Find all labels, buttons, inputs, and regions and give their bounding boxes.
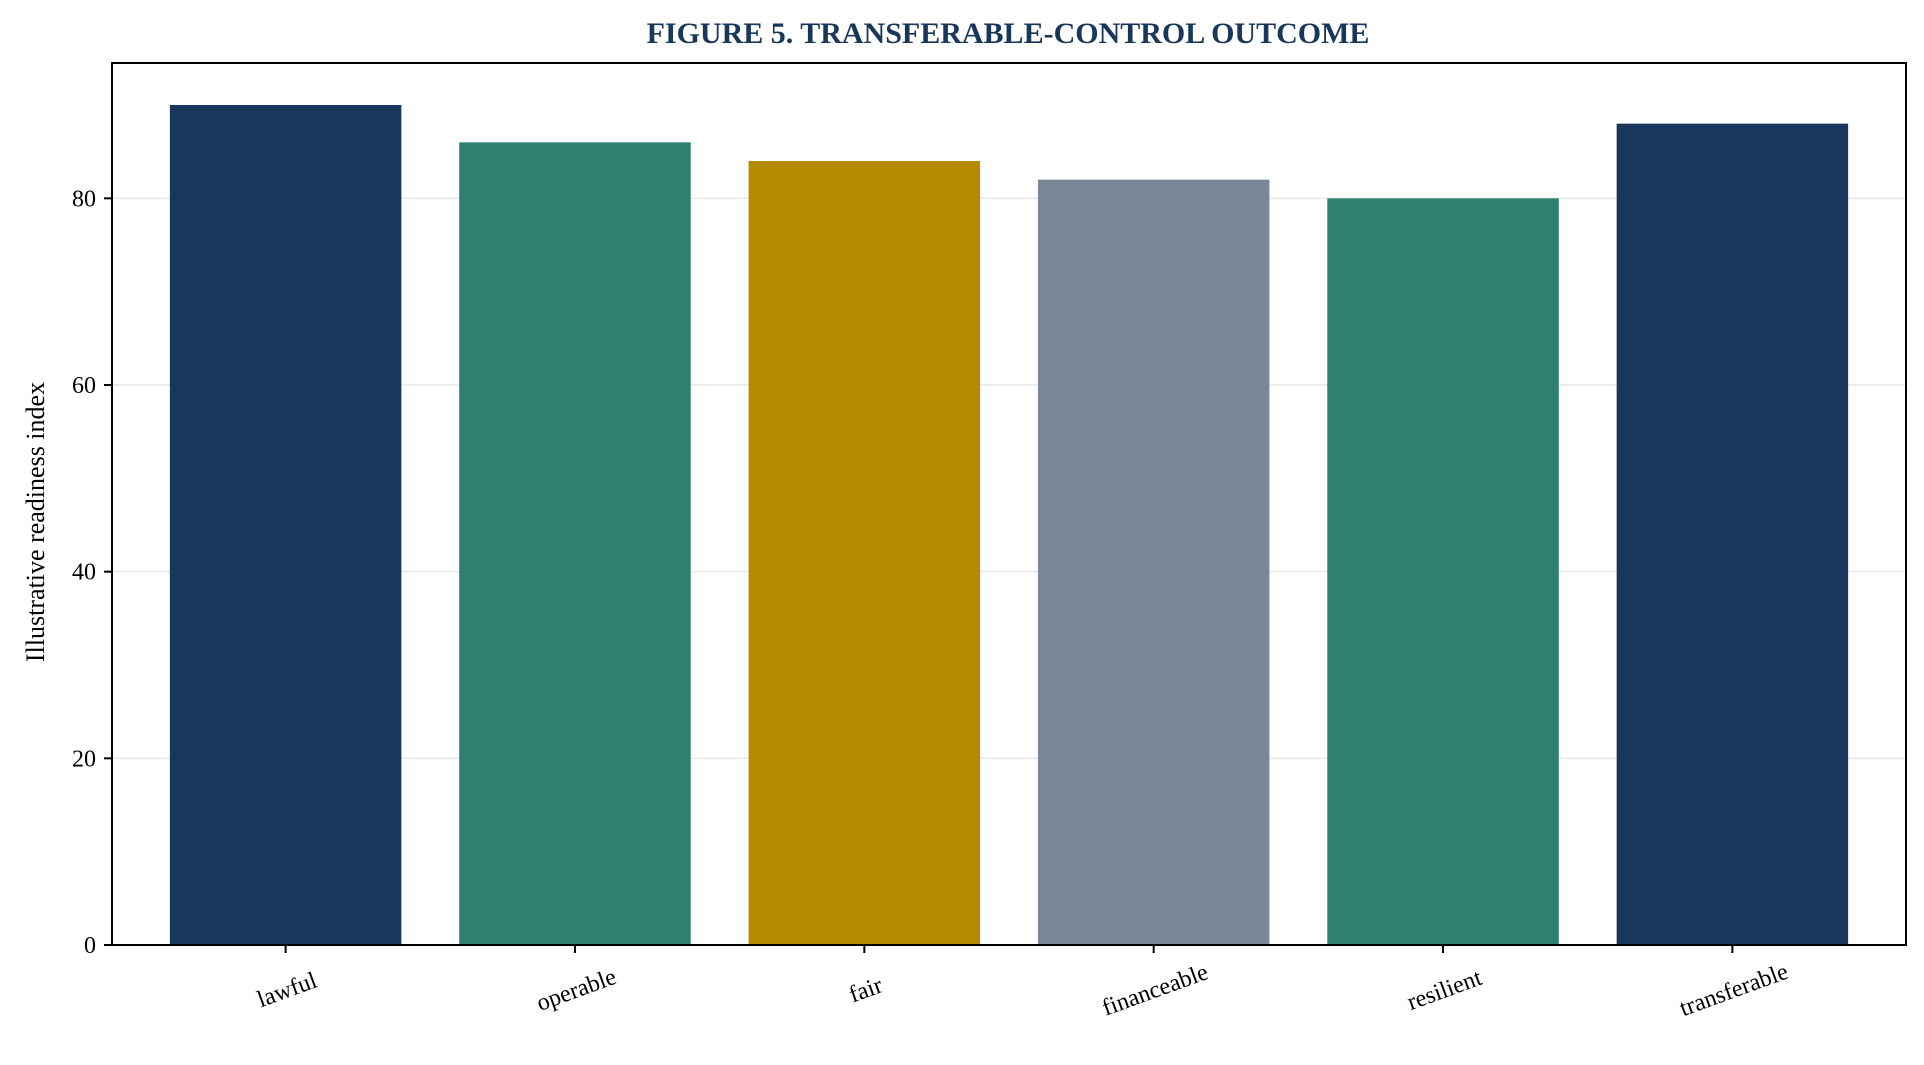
bar-operable bbox=[459, 142, 691, 946]
y-tick-label: 40 bbox=[72, 560, 96, 586]
x-tick-label-resilient: resilient bbox=[1404, 965, 1486, 1016]
y-axis-label: Illustrative readiness index bbox=[21, 382, 50, 662]
y-tick-label: 20 bbox=[72, 746, 96, 772]
gridlines bbox=[112, 197, 1906, 760]
bar-transferable bbox=[1616, 123, 1849, 945]
x-tick-label-operable: operable bbox=[533, 964, 620, 1017]
x-tick-label-fair: fair bbox=[846, 973, 886, 1009]
bar-resilient bbox=[1327, 198, 1559, 946]
chart-title: FIGURE 5. TRANSFERABLE-CONTROL OUTCOME bbox=[647, 17, 1370, 50]
y-axis-ticks: 0 20 40 60 80 bbox=[72, 186, 112, 959]
y-tick-label: 60 bbox=[72, 373, 96, 399]
x-tick-label-transferable: transferable bbox=[1676, 959, 1791, 1022]
plot-frame bbox=[111, 62, 1907, 946]
bar-fair bbox=[748, 161, 981, 945]
bars bbox=[169, 105, 1849, 946]
x-tick-label-lawful: lawful bbox=[254, 968, 321, 1014]
y-tick-label: 80 bbox=[72, 186, 96, 212]
x-tick-label-financeable: financeable bbox=[1099, 959, 1212, 1021]
bar-lawful bbox=[169, 105, 402, 945]
bar-financeable bbox=[1037, 179, 1270, 945]
x-axis-ticks: lawful operable fair financeable resilient tr… bbox=[254, 945, 1792, 1022]
y-tick-label: 0 bbox=[84, 933, 96, 959]
